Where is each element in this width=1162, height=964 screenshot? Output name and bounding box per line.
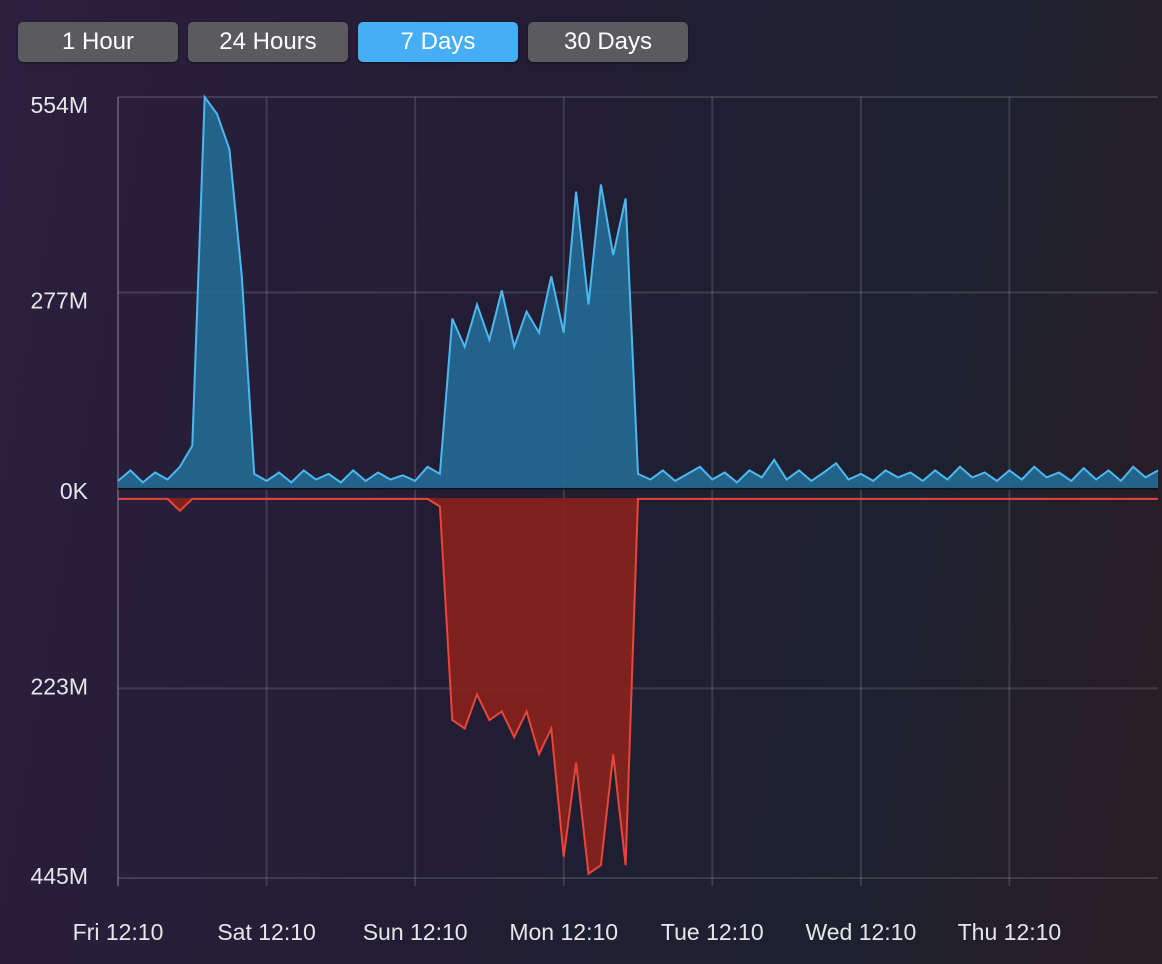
x-tick-label: Fri 12:10 (73, 919, 164, 945)
x-tick-label: Wed 12:10 (805, 919, 916, 945)
x-tick-label: Sun 12:10 (363, 919, 468, 945)
x-tick-label: Thu 12:10 (958, 919, 1062, 945)
x-tick-label: Mon 12:10 (509, 919, 618, 945)
range-button[interactable]: 7 Days (358, 22, 518, 62)
range-button[interactable]: 1 Hour (18, 22, 178, 62)
range-button[interactable]: 30 Days (528, 22, 688, 62)
y2-tick-label: 223M (30, 674, 88, 700)
area-line (118, 497, 1158, 876)
x-tick-label: Tue 12:10 (661, 919, 764, 945)
area-line (117, 94, 1159, 484)
y2-tick-label: 445M (30, 863, 88, 889)
area-fill (118, 498, 1158, 874)
y-tick-label: 277M (30, 288, 88, 314)
y-tick-label: 0K (60, 478, 89, 504)
y-tick-label: 554M (30, 92, 88, 118)
x-tick-label: Sat 12:10 (217, 919, 315, 945)
range-button[interactable]: 24 Hours (188, 22, 348, 62)
area-fill (118, 97, 1158, 488)
